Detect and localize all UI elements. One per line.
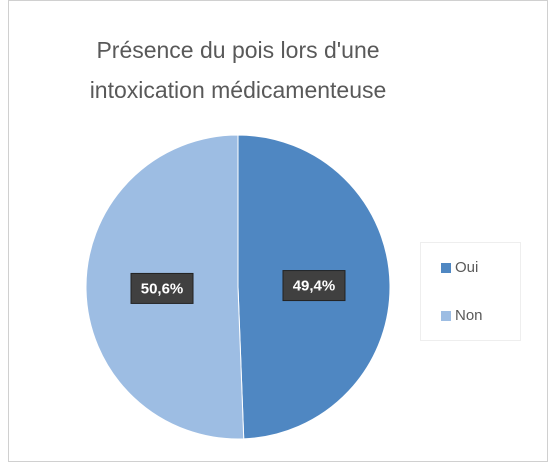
legend-label: Non [455,307,483,324]
legend-box [420,242,521,341]
data-label-box [282,270,346,302]
legend-label: Oui [455,259,478,276]
legend-swatch [441,263,451,273]
chart-title: Présence du pois lors d'une intoxication… [89,37,387,103]
data-label-box [130,272,194,304]
data-label: 50,6% [141,280,184,297]
data-label: 49,4% [293,278,336,295]
legend-swatch [441,311,451,321]
